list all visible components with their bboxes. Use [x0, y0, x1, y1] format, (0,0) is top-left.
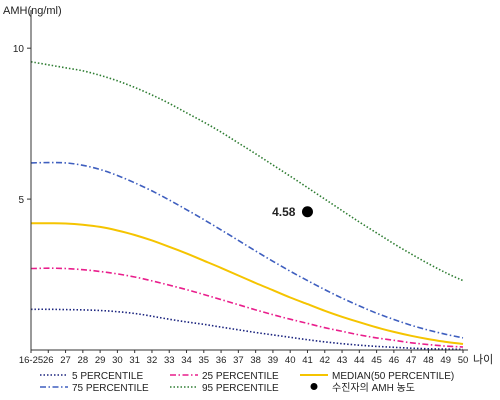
legend-label: 수진자의 AMH 농도 [332, 382, 415, 394]
x-axis-title: 나이 [473, 353, 493, 366]
legend-patient-marker [310, 383, 318, 390]
legend-label: 5 PERCENTILE [72, 371, 143, 382]
x-tick-label: 37 [233, 355, 244, 366]
x-tick-label: 48 [423, 355, 434, 366]
series-line-75-percentile [30, 161, 464, 339]
x-tick-label: 30 [112, 355, 123, 366]
legend-label: 95 PERCENTILE [202, 383, 279, 394]
x-tick-label: 26 [43, 355, 54, 366]
x-tick-label: 33 [164, 355, 175, 366]
series-line-95-percentile [30, 61, 464, 282]
patient-point [301, 206, 313, 218]
x-tick-label: 40 [285, 355, 296, 366]
legend-label: 75 PERCENTILE [72, 383, 149, 394]
x-tick-label: 46 [389, 355, 400, 366]
y-tick-label: 10 [13, 44, 25, 55]
series-line-median-50-percentile [31, 222, 464, 345]
legend-label: MEDIAN(50 PERCENTILE) [332, 371, 454, 382]
x-tick-label: 27 [60, 355, 71, 366]
x-tick-label: 29 [95, 355, 106, 366]
x-tick-label: 50 [458, 355, 469, 366]
plot-area: 4.58 [30, 61, 464, 351]
x-tick-label: 38 [250, 355, 261, 366]
x-tick-label: 39 [268, 355, 279, 366]
legend: 5 PERCENTILE 25 PERCENTILE MEDIAN(50 PERCE… [40, 371, 454, 394]
x-tick-label: 28 [78, 355, 89, 366]
x-tick-label: 45 [371, 355, 382, 366]
x-tick-label: 43 [337, 355, 348, 366]
x-tick-label: 32 [147, 355, 158, 366]
x-tick-label: 42 [319, 355, 330, 366]
x-tick-label: 31 [129, 355, 140, 366]
x-tick-label: 41 [302, 355, 313, 366]
x-tick-label: 44 [354, 355, 365, 366]
x-tick-label: 36 [216, 355, 227, 366]
x-tick-label: 16-25 [19, 355, 43, 366]
axes: 5 10 16-25 26 27 28 29 30 31 32 33 34 35 36 37 38 39 40 41… [13, 10, 468, 366]
legend-label: 25 PERCENTILE [202, 371, 279, 382]
x-tick-label: 34 [181, 355, 192, 366]
patient-value-label: 4.58 [272, 205, 296, 219]
series-line-5-percentile [30, 308, 464, 351]
x-tick-label: 47 [406, 355, 417, 366]
y-axis-title: AMH(ng/ml) [3, 5, 62, 17]
x-tick-label: 49 [440, 355, 451, 366]
x-tick-label: 35 [199, 355, 210, 366]
y-tick-label: 5 [18, 195, 24, 206]
